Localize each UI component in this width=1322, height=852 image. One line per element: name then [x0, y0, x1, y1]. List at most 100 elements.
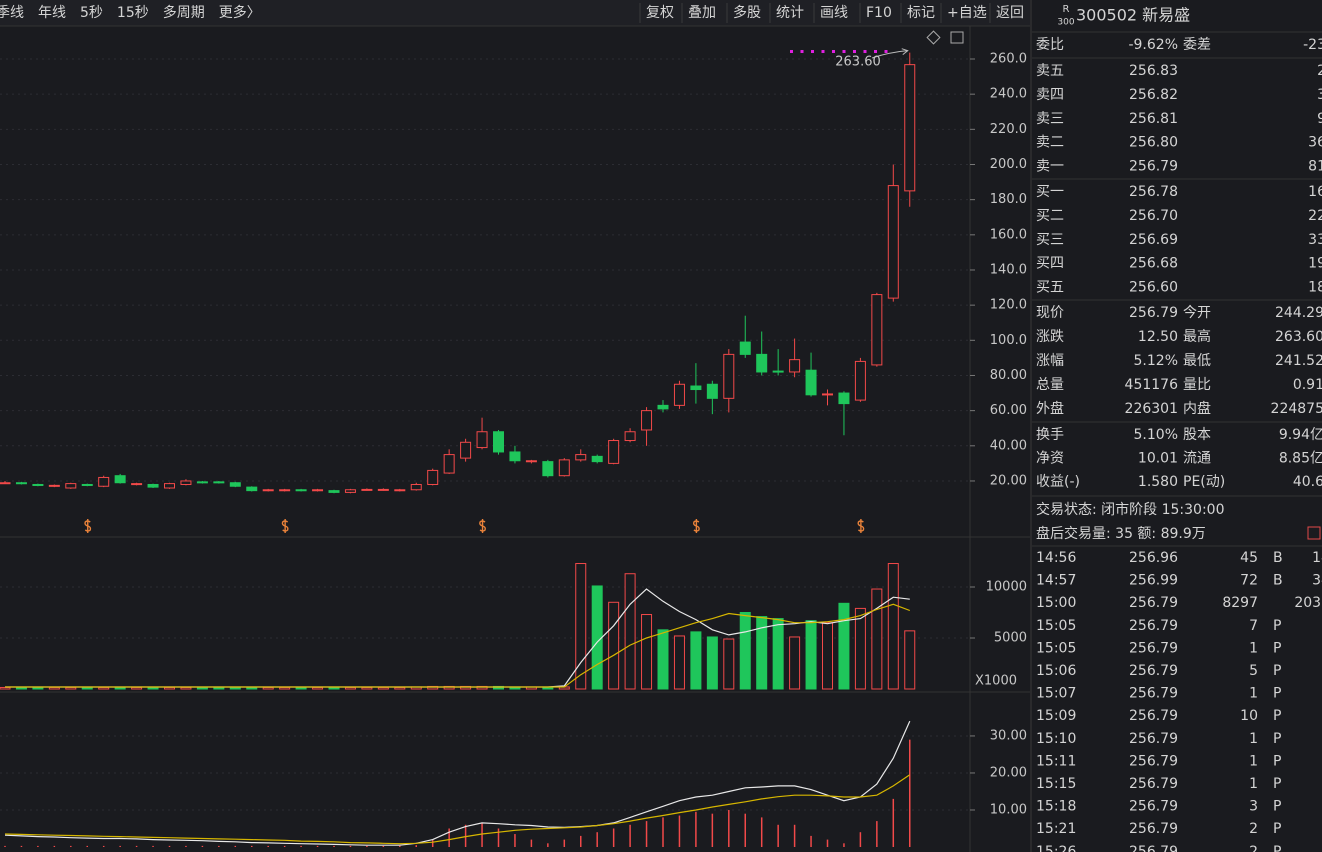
high-label: 263.60 [835, 55, 881, 70]
candle-body [213, 481, 225, 484]
event-icon[interactable] [281, 519, 289, 533]
volume-bar [690, 631, 702, 690]
candle-body [48, 484, 60, 487]
toolbar-button[interactable]: 5秒 [80, 5, 103, 21]
toolbar-button[interactable]: 统计 [776, 5, 804, 21]
tick-flag: P [1273, 844, 1281, 852]
quote-cell: 1.580 [1138, 474, 1178, 490]
event-icon[interactable] [479, 519, 486, 533]
toolbar-button[interactable]: 复权 [646, 4, 674, 21]
ma-line [4, 720, 911, 846]
tick-time: 15:10 [1036, 731, 1076, 747]
icon[interactable] [950, 31, 964, 44]
volume-bar [328, 686, 340, 690]
y-tick-label: 260.0 [990, 51, 1027, 66]
tick-time: 15:09 [1036, 708, 1076, 724]
candle-body [328, 490, 340, 493]
tick-time: 15:21 [1036, 821, 1076, 837]
volume-bar [377, 686, 389, 690]
quote-cell: 外盘 [1036, 400, 1064, 417]
tick-flag: P [1273, 640, 1281, 656]
quote-cell: 19 [1308, 256, 1322, 272]
quote-cell: 卖二 [1036, 135, 1064, 151]
volume-bar [344, 686, 356, 690]
candle-body [65, 483, 77, 489]
after-hours: 盘后交易量: 35 额: 89.9万 [1036, 525, 1206, 542]
quote-cell: 10.01 [1138, 451, 1178, 467]
tick-volume: 1 [1249, 640, 1258, 656]
volume-bar [180, 686, 192, 690]
quote-cell: 8.85亿 [1279, 451, 1322, 467]
tick-time: 15:06 [1036, 663, 1076, 679]
toolbar-button[interactable]: 季线 [0, 5, 24, 21]
stock-title: 300502 新易盛 [1076, 6, 1190, 25]
quote-cell: 241.52 [1275, 353, 1322, 369]
quote-cell: 256.70 [1129, 208, 1178, 224]
candle-body [756, 353, 768, 373]
toolbar-button[interactable]: 年线 [38, 5, 66, 21]
candle-body [427, 469, 439, 485]
quote-cell: 256.78 [1129, 184, 1178, 200]
tick-price: 256.79 [1129, 618, 1178, 634]
event-icon[interactable] [857, 519, 865, 533]
y-tick-label: 180.0 [990, 192, 1027, 207]
event-icon[interactable] [84, 519, 92, 533]
quote-cell: 256.79 [1129, 159, 1178, 175]
candle-body [772, 370, 784, 373]
quote-cell: 换手 [1036, 426, 1064, 443]
quote-cell: -9.62% [1128, 37, 1178, 53]
quote-cell: 256.82 [1129, 87, 1178, 103]
candle-body [81, 483, 93, 486]
candle-body [854, 360, 866, 401]
y-tick-label: 140.0 [990, 262, 1027, 277]
candle-body [871, 294, 883, 366]
event-icon[interactable] [692, 519, 700, 533]
tick-volume: 1 [1249, 731, 1258, 747]
volume-bar [739, 611, 751, 690]
icon[interactable] [926, 30, 941, 45]
tick-price: 256.79 [1129, 663, 1178, 679]
tick-flag: B [1273, 550, 1283, 566]
toolbar-button[interactable]: 叠加 [688, 5, 716, 21]
candle-body [591, 455, 603, 463]
candle-body [624, 431, 636, 442]
toolbar-button[interactable]: 画线 [820, 5, 848, 21]
quote-cell: 9 [1317, 111, 1322, 127]
volume-bar [805, 620, 817, 690]
toolbar-button[interactable]: 多周期 [163, 4, 205, 21]
tick-count: 2032 [1294, 595, 1322, 611]
toolbar-button[interactable]: 返回 [996, 5, 1024, 21]
quote-cell: 81 [1308, 159, 1322, 175]
candle-body [196, 481, 208, 484]
toolbar-button[interactable]: F10 [866, 5, 892, 21]
high-arrow [871, 48, 909, 59]
volume-bar [591, 585, 603, 690]
candle-body [575, 454, 587, 461]
tick-volume: 2 [1249, 844, 1258, 852]
candle-body [739, 341, 751, 355]
y-tick-label: 5000 [994, 630, 1027, 645]
toolbar-button[interactable]: 更多〉 [219, 4, 261, 21]
volume-bar [394, 686, 406, 690]
volume-bar [98, 686, 110, 690]
toolbar-button[interactable]: +自选 [947, 5, 987, 21]
tick-count: 34 [1312, 573, 1322, 589]
quote-cell: 256.69 [1129, 232, 1178, 248]
quote-cell: 卖一 [1036, 159, 1064, 175]
tick-price: 256.79 [1129, 844, 1178, 852]
candle-body [789, 359, 801, 373]
candle-body [32, 483, 44, 486]
toolbar-button[interactable]: 15秒 [117, 5, 149, 21]
high-marker [800, 50, 804, 53]
quote-cell: 256.60 [1129, 280, 1178, 296]
toolbar-button[interactable]: 标记 [907, 5, 935, 21]
quote-cell: 买五 [1036, 280, 1064, 296]
tick-flag: P [1273, 663, 1281, 679]
y-tick-label: 30.00 [990, 728, 1027, 743]
high-marker [811, 50, 814, 53]
toolbar-button[interactable]: 多股 [733, 4, 761, 21]
candle-body [147, 483, 159, 488]
volume-bar [114, 686, 126, 690]
icon[interactable] [1307, 526, 1321, 540]
tick-time: 15:15 [1036, 776, 1076, 792]
